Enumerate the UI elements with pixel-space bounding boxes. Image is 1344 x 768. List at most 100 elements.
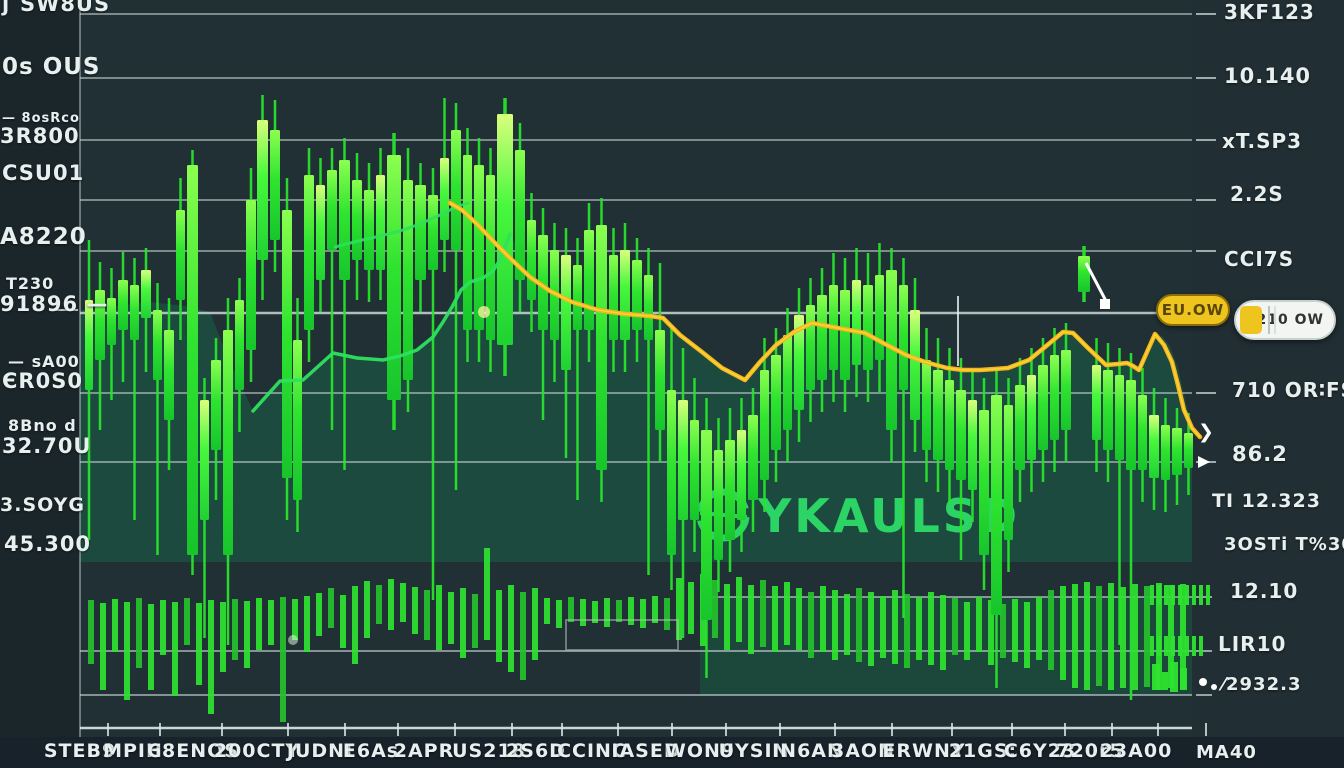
candlestick	[783, 335, 792, 430]
volume-bar	[892, 590, 898, 664]
volume-bar	[472, 594, 478, 648]
right-axis-label-5: 710 OR∶FS	[1232, 378, 1344, 402]
candlestick	[352, 180, 362, 260]
time-axis-label-9: CCINC	[557, 740, 627, 762]
candlestick	[451, 130, 461, 250]
time-axis-label-17: C6Y23	[1003, 740, 1077, 762]
current-price-tag[interactable]: EU.OW	[1156, 294, 1230, 326]
time-axis-label-3: 200CTY	[213, 740, 301, 762]
left-axis-label-0: ʃ SW8US	[2, 0, 111, 16]
time-axis-label-0: STEB9	[43, 740, 117, 762]
left-axis-label-1: 0s OUS	[2, 54, 101, 80]
candlestick	[339, 160, 350, 280]
volume-bar	[640, 599, 646, 628]
volume-bar	[136, 598, 142, 668]
watermark-symbol: YKAULSD	[757, 489, 1020, 543]
candlestick	[153, 310, 162, 380]
volume-bar	[304, 596, 310, 652]
volume-bar	[856, 588, 862, 662]
price-alert-tag[interactable]: 210 OW	[1234, 300, 1336, 340]
candlestick	[1149, 415, 1159, 478]
volume-bar	[676, 578, 682, 640]
volume-bar	[940, 595, 946, 670]
right-axis-label-3: 2.2S	[1230, 182, 1284, 206]
right-axis-label-10: LIR10	[1218, 632, 1287, 656]
volume-bar	[1180, 584, 1186, 689]
time-axis-label-7: US218	[452, 740, 526, 762]
candlestick	[806, 305, 815, 390]
volume-bar	[1096, 586, 1102, 686]
time-axis-label-12: UYSIN	[718, 740, 790, 762]
current-price-tag-label: EU.OW	[1161, 301, 1225, 319]
margin-volume-comb	[1185, 585, 1189, 605]
candlestick	[875, 275, 884, 360]
right-axis-label-1: 10.140	[1224, 64, 1312, 88]
right-axis-label-11: ⁄2932.3	[1222, 674, 1302, 695]
candlestick	[1078, 256, 1090, 292]
arrow-right-icon	[1198, 456, 1210, 468]
candlestick	[922, 360, 931, 450]
time-axis-label-5: E6As	[342, 740, 400, 762]
volume-bar	[112, 599, 118, 652]
left-axis-label-8: — sA00	[8, 352, 80, 371]
volume-bar	[400, 583, 406, 622]
candlestick	[1027, 375, 1036, 460]
candlestick	[1138, 395, 1147, 470]
volume-bar	[652, 596, 658, 623]
volume-bar	[508, 585, 514, 672]
candlestick	[584, 230, 594, 330]
volume-bar	[580, 599, 586, 626]
candlestick	[655, 330, 665, 430]
candlestick	[257, 120, 268, 260]
left-axis-label-13: 45.300	[4, 532, 92, 556]
volume-bar	[496, 590, 502, 662]
candlestick	[1004, 405, 1013, 540]
candlestick	[440, 158, 449, 240]
volume-bar	[448, 592, 454, 644]
margin-volume-comb	[1150, 585, 1154, 605]
volume-bar	[268, 600, 274, 645]
margin-volume-comb	[1164, 585, 1168, 605]
volume-bar	[868, 592, 874, 666]
volume-bar	[556, 600, 562, 628]
ma-line-green	[251, 232, 512, 413]
margin-volume-blob	[1162, 672, 1168, 690]
candlestick	[840, 290, 850, 380]
candlestick	[1115, 375, 1124, 460]
time-axis-label-15: ERWNY	[882, 740, 966, 762]
right-axis-label-0: 3KF123	[1224, 0, 1315, 24]
volume-bar	[604, 598, 610, 627]
margin-volume-blob	[1152, 664, 1160, 690]
candlestick	[899, 285, 908, 390]
volume-bar	[712, 580, 718, 638]
time-axis-label-13: IN6AN	[772, 740, 844, 762]
volume-bar	[220, 602, 226, 672]
candlestick	[428, 195, 438, 270]
right-margin	[1192, 0, 1344, 768]
candlestick	[282, 210, 292, 478]
candlestick	[463, 155, 472, 330]
candlestick	[515, 150, 525, 280]
volume-bar	[148, 604, 154, 690]
candlestick	[1092, 365, 1101, 440]
right-axis-label-9: 12.10	[1230, 579, 1299, 603]
marker-dot	[1199, 678, 1207, 686]
volume-bar	[328, 588, 334, 628]
glow-dot	[478, 306, 490, 318]
candlestick	[690, 420, 699, 520]
candlestick	[910, 310, 920, 420]
volume-gap-box	[565, 619, 679, 651]
candlestick	[644, 275, 653, 340]
marker-dot	[1211, 684, 1217, 690]
margin-volume-comb	[1199, 636, 1203, 656]
candlestick	[141, 270, 151, 318]
glow-dot	[288, 635, 298, 645]
alert-color-swatch	[1240, 306, 1262, 334]
candlestick	[748, 415, 758, 500]
candlestick	[979, 410, 989, 555]
candlestick	[176, 210, 185, 300]
candlestick	[933, 370, 943, 460]
margin-volume-comb	[1206, 585, 1210, 605]
candlestick	[270, 130, 280, 240]
